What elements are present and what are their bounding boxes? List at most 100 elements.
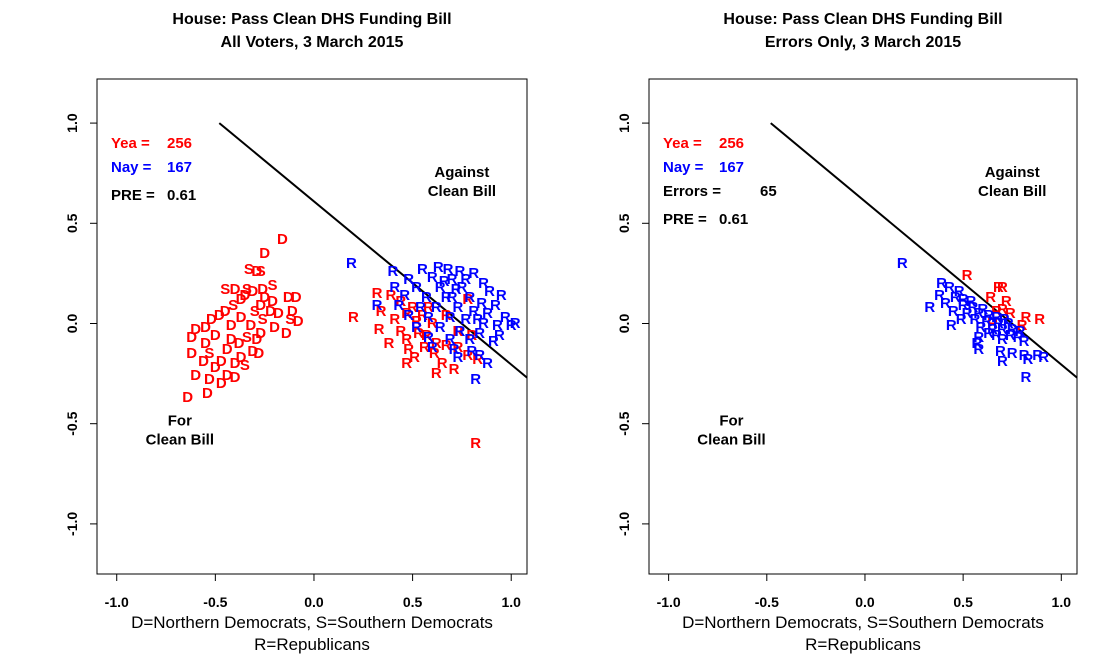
data-point: R xyxy=(987,321,998,338)
x-tick-label: 1.0 xyxy=(1052,594,1072,610)
data-point: R xyxy=(500,309,511,326)
data-point: R xyxy=(429,345,440,362)
cutting-line xyxy=(770,122,1078,379)
data-point: R xyxy=(975,319,986,336)
data-point: D xyxy=(186,329,197,346)
data-point: R xyxy=(1032,347,1043,364)
data-point: D xyxy=(259,245,270,262)
data-point: R xyxy=(419,339,430,356)
x-tick-label: -1.0 xyxy=(105,594,129,610)
data-point: R xyxy=(991,303,1002,320)
chart-title: House: Pass Clean DHS Funding Bill xyxy=(172,11,451,28)
x-axis-label: D=Northern Democrats, S=Southern Democra… xyxy=(131,613,493,632)
data-point: R xyxy=(449,361,460,378)
data-point: R xyxy=(973,341,984,358)
data-point: R xyxy=(968,299,979,316)
data-point: R xyxy=(372,297,383,314)
data-point: R xyxy=(476,295,487,312)
data-point: R xyxy=(966,293,977,310)
data-point: R xyxy=(376,303,387,320)
y-tick-label: 0.0 xyxy=(616,314,632,334)
data-point: R xyxy=(997,321,1008,338)
data-point: R xyxy=(445,309,456,326)
data-point: S xyxy=(242,281,252,298)
data-point: R xyxy=(395,293,406,310)
data-point: R xyxy=(474,347,485,364)
data-point: R xyxy=(441,337,452,354)
data-point: D xyxy=(230,281,241,298)
data-point: R xyxy=(971,335,982,352)
data-point: R xyxy=(423,299,434,316)
region-label: Clean Bill xyxy=(428,183,496,200)
data-point: R xyxy=(470,435,481,452)
data-point: R xyxy=(435,319,446,336)
data-point: R xyxy=(411,319,422,336)
data-point: R xyxy=(474,325,485,342)
y-tick-label: 0.5 xyxy=(64,213,80,233)
x-tick-label: 1.0 xyxy=(501,594,521,610)
data-point: R xyxy=(455,263,466,280)
data-point: D xyxy=(293,313,304,330)
data-point: R xyxy=(455,323,466,340)
data-point: R xyxy=(1017,317,1028,334)
data-point: R xyxy=(1003,315,1014,332)
data-point: D xyxy=(247,343,258,360)
data-point: D xyxy=(236,309,247,326)
data-point: D xyxy=(220,303,231,320)
chart-title: House: Pass Clean DHS Funding Bill xyxy=(723,11,1002,28)
data-point: D xyxy=(216,353,227,370)
data-point: R xyxy=(387,263,398,280)
data-point: D xyxy=(222,367,233,384)
data-point: S xyxy=(268,277,278,294)
stat-value: 0.61 xyxy=(719,211,748,228)
data-point: R xyxy=(413,325,424,342)
data-point: D xyxy=(200,335,211,352)
data-point: R xyxy=(940,295,951,312)
stat-label: Errors = xyxy=(663,183,721,200)
data-point: D xyxy=(277,231,288,248)
y-tick-label: -1.0 xyxy=(616,512,632,536)
data-point: S xyxy=(240,357,250,374)
data-point: R xyxy=(496,287,507,304)
data-point: R xyxy=(991,327,1002,344)
data-point: S xyxy=(285,311,295,328)
data-point: R xyxy=(958,297,969,314)
data-point: R xyxy=(973,305,984,322)
cutting-line xyxy=(218,122,528,379)
data-point: R xyxy=(956,311,967,328)
data-point: R xyxy=(977,301,988,318)
data-point: R xyxy=(1021,309,1032,326)
data-point: R xyxy=(506,317,517,334)
data-point: S xyxy=(220,281,230,298)
data-point: R xyxy=(897,255,908,272)
data-point: R xyxy=(962,267,973,284)
data-point: R xyxy=(374,321,385,338)
data-point: R xyxy=(403,341,414,358)
data-point: R xyxy=(435,279,446,296)
data-point: D xyxy=(236,349,247,366)
data-point: D xyxy=(198,353,209,370)
x-tick-label: -1.0 xyxy=(657,594,681,610)
data-point: R xyxy=(399,287,410,304)
data-point: R xyxy=(401,331,412,348)
data-point: R xyxy=(427,269,438,286)
chart-subtitle: Errors Only, 3 March 2015 xyxy=(765,34,961,51)
x-axis-label: D=Northern Democrats, S=Southern Democra… xyxy=(682,613,1044,632)
region-label: Against xyxy=(434,164,489,181)
data-point: R xyxy=(427,339,438,356)
data-point: R xyxy=(389,311,400,328)
region-label: For xyxy=(719,413,743,430)
data-point: D xyxy=(287,303,298,320)
data-point: R xyxy=(466,327,477,344)
y-tick-label: 1.0 xyxy=(64,113,80,133)
data-point: R xyxy=(462,291,473,308)
data-point: R xyxy=(999,311,1010,328)
data-point: D xyxy=(255,297,266,314)
data-point: R xyxy=(439,273,450,290)
data-point: D xyxy=(190,321,201,338)
data-point: R xyxy=(983,325,994,342)
data-point: R xyxy=(415,299,426,316)
stat-value: 167 xyxy=(719,159,744,176)
